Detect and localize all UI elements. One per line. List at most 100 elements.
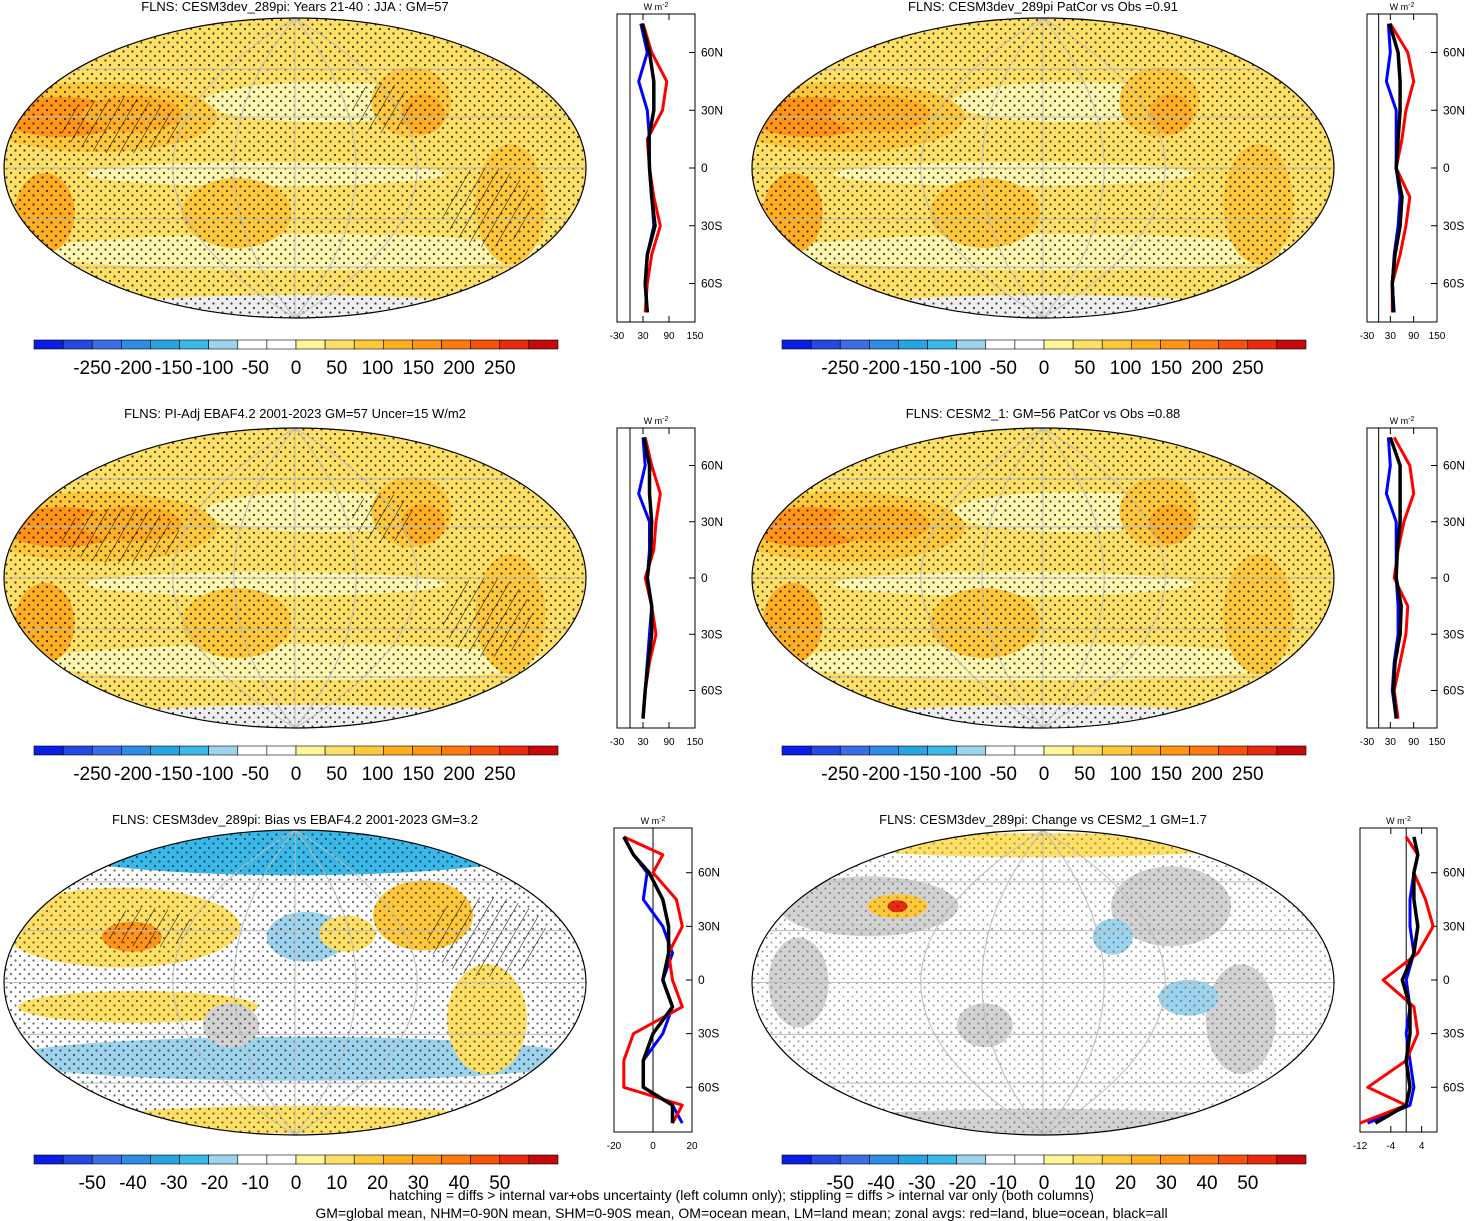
- colorbar-swatch: [1014, 1154, 1045, 1165]
- colorbar-swatch: [956, 339, 987, 350]
- colorbar-swatch: [499, 1154, 530, 1165]
- zonal-xtick-label: 150: [1429, 331, 1446, 342]
- map-panel-p6: [751, 829, 1335, 1136]
- colorbar-tick-label: 0: [1039, 1173, 1050, 1194]
- map-border: [751, 17, 1335, 319]
- colorbar-swatch: [266, 1154, 297, 1165]
- zonal-xtick-label: 90: [663, 737, 675, 748]
- zonal-xtick-label: -4: [1386, 1141, 1395, 1152]
- map-panel-p3: [3, 427, 587, 729]
- colorbar-tick-label: 200: [443, 358, 475, 379]
- zonal-series-all: [640, 23, 657, 313]
- zonal-xtick-label: -12: [1353, 1141, 1368, 1152]
- colorbar-swatch: [781, 1154, 812, 1165]
- zonal-xtick-label: -20: [607, 1141, 622, 1152]
- colorbar-swatch: [1218, 1154, 1249, 1165]
- colorbar-swatch: [1072, 339, 1103, 350]
- hatch-region-north-america: [352, 83, 413, 133]
- zonal-units-label: W m-2: [1390, 416, 1415, 426]
- graticule-meridian: [294, 830, 418, 1135]
- zonal-mean-plot-p4: -30 30 90 150 60N 30N 0 30S 60S W m-2: [1360, 416, 1465, 748]
- map-panel-p2: [751, 17, 1335, 319]
- graticule-meridian: [1042, 428, 1166, 728]
- colorbar-swatch: [208, 339, 239, 350]
- zonal-xtick-label: 150: [687, 331, 704, 342]
- colorbar-swatch: [528, 745, 559, 756]
- colorbar-p4: -250 -200 -150 -100 -50 0 50 100 150 200 250: [781, 745, 1307, 785]
- colorbar-tick-label: 10: [326, 1173, 347, 1194]
- zonal-units-label: W m-2: [644, 2, 669, 12]
- colorbar-swatch: [898, 745, 928, 756]
- colorbar-tick-label: -20: [949, 1173, 976, 1194]
- zonal-units-label: W m-2: [1390, 2, 1415, 12]
- colorbar-swatch: [1131, 745, 1161, 756]
- zonal-frame: [616, 427, 696, 729]
- map-field: [752, 18, 1334, 318]
- colorbar-swatch: [1014, 339, 1045, 350]
- zonal-xtick-label: 30: [1385, 737, 1397, 748]
- colorbar-swatch: [324, 745, 355, 756]
- colorbar-tick-label: -150: [155, 358, 193, 379]
- colorbar-swatch: [499, 745, 530, 756]
- graticule-meridian: [172, 830, 296, 1135]
- graticule-meridian: [233, 428, 296, 728]
- colorbar-tick-label: 50: [326, 764, 347, 785]
- colorbar-swatch: [295, 1154, 326, 1165]
- colorbar-swatch: [208, 1154, 239, 1165]
- zonal-lat-label: 30S: [701, 219, 722, 233]
- map-border: [3, 427, 587, 729]
- colorbar-tick-label: -200: [114, 358, 152, 379]
- graticule-meridian: [920, 18, 1044, 318]
- colorbar-p1: -250 -200 -150 -100 -50 0 50 100 150 200 250: [33, 339, 559, 379]
- panel-title: FLNS: PI-Adj EBAF4.2 2001-2023 GM=57 Unc…: [124, 406, 466, 421]
- colorbar-swatch: [898, 1154, 928, 1165]
- colorbar-tick-label: 40: [448, 1173, 469, 1194]
- colorbar-swatch: [927, 1154, 957, 1165]
- zonal-mean-plot-p3: -30 30 90 150 60N 30N 0 30S 60S W m-2: [610, 416, 723, 748]
- graticule-meridian: [172, 428, 296, 728]
- graticule-meridian: [233, 18, 296, 318]
- colorbar-tick-label: -50: [242, 358, 269, 379]
- colorbar-swatch: [33, 339, 64, 350]
- colorbar-tick-label: 50: [489, 1173, 510, 1194]
- map-border: [3, 17, 587, 319]
- map-panel-p4: [751, 427, 1335, 729]
- panel-title: FLNS: CESM3dev_289pi PatCor vs Obs =0.91: [908, 0, 1178, 14]
- colorbar-p6: -50 -40 -30 -20 -10 0 10 20 30 40 50: [781, 1154, 1307, 1194]
- zonal-series-all: [1388, 436, 1403, 719]
- hatch-region-asia: [60, 98, 181, 154]
- colorbar-swatch: [121, 339, 151, 350]
- map-border: [751, 829, 1335, 1136]
- colorbar-swatch: [324, 339, 355, 350]
- colorbar-swatch: [1160, 745, 1190, 756]
- colorbar-swatch: [179, 745, 209, 756]
- colorbar-tick-label: -100: [943, 764, 981, 785]
- colorbar-swatch: [441, 1154, 471, 1165]
- colorbar-tick-label: -250: [73, 764, 111, 785]
- graticule-meridian: [920, 830, 1044, 1135]
- zonal-lat-label: 30N: [701, 515, 723, 529]
- zonal-lat-label: 30S: [1443, 627, 1464, 641]
- zonal-xtick-label: 20: [686, 1141, 698, 1152]
- colorbar-tick-label: 0: [1039, 764, 1050, 785]
- colorbar-tick-label: -50: [990, 358, 1017, 379]
- zonal-series-land: [1359, 836, 1435, 1125]
- colorbar-swatch: [237, 745, 268, 756]
- colorbar-swatch: [179, 1154, 209, 1165]
- colorbar-swatch: [470, 1154, 501, 1165]
- colorbar-tick-label: -100: [943, 358, 981, 379]
- graticule-meridian: [1042, 18, 1105, 318]
- colorbar-swatch: [121, 1154, 151, 1165]
- colorbar-swatch: [1131, 339, 1161, 350]
- colorbar-swatch: [324, 1154, 355, 1165]
- colorbar-tick-label: 200: [1191, 358, 1223, 379]
- zonal-mean-plot-p1: -30 30 90 150 60N 30N 0 30S 60S W m-2: [610, 2, 723, 342]
- colorbar-swatch: [839, 1154, 870, 1165]
- graticule-meridian: [920, 428, 1044, 728]
- colorbar-tick-label: -150: [155, 764, 193, 785]
- colorbar-tick-label: -40: [119, 1173, 146, 1194]
- graticule-meridian: [981, 18, 1044, 318]
- colorbar-tick-label: 20: [1115, 1173, 1136, 1194]
- colorbar-tick-label: 150: [1150, 764, 1182, 785]
- zonal-xtick-label: 90: [1408, 737, 1420, 748]
